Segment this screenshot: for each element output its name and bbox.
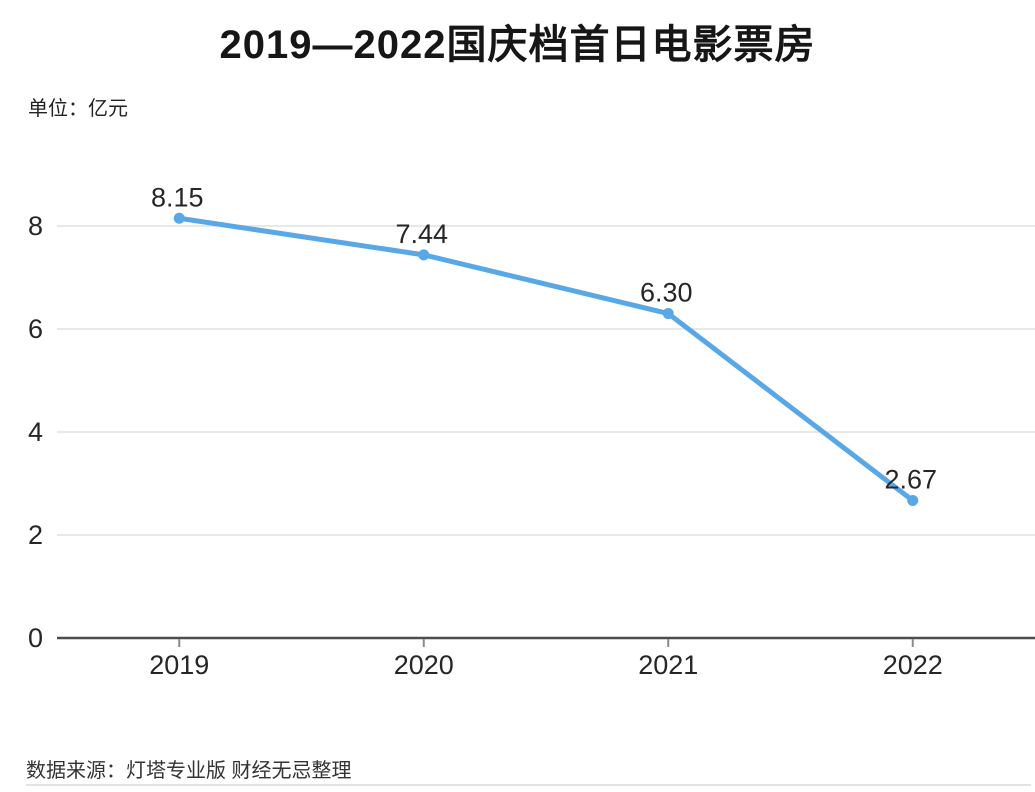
y-tick-label: 0: [28, 623, 43, 653]
y-tick-label: 6: [28, 314, 43, 344]
x-tick-label: 2022: [883, 650, 943, 680]
data-point: [418, 249, 430, 261]
x-tick-label: 2019: [149, 650, 209, 680]
data-point: [173, 212, 185, 224]
source-note: 数据来源：灯塔专业版 财经无忌整理: [26, 760, 352, 782]
line-chart: 0 2 4 6 8 2019 2020 2021 2022 8.15 7.44 6.30 2.67: [28, 182, 1035, 680]
unit-label: 单位：亿元: [28, 98, 128, 120]
data-label: 2.67: [884, 464, 937, 494]
data-label: 7.44: [395, 219, 448, 249]
data-label: 6.30: [640, 278, 693, 308]
y-tick-label: 4: [28, 417, 43, 447]
y-tick-label: 2: [28, 520, 43, 550]
footer-divider: [26, 784, 1031, 786]
x-tick-label: 2020: [394, 650, 454, 680]
x-tick-label: 2021: [638, 650, 698, 680]
y-tick-label: 8: [28, 211, 43, 241]
series-line: [176, 215, 916, 503]
chart-title: 2019—2022国庆档首日电影票房: [219, 23, 816, 67]
data-label: 8.15: [151, 182, 204, 212]
data-point: [907, 494, 919, 506]
data-point: [662, 308, 674, 320]
